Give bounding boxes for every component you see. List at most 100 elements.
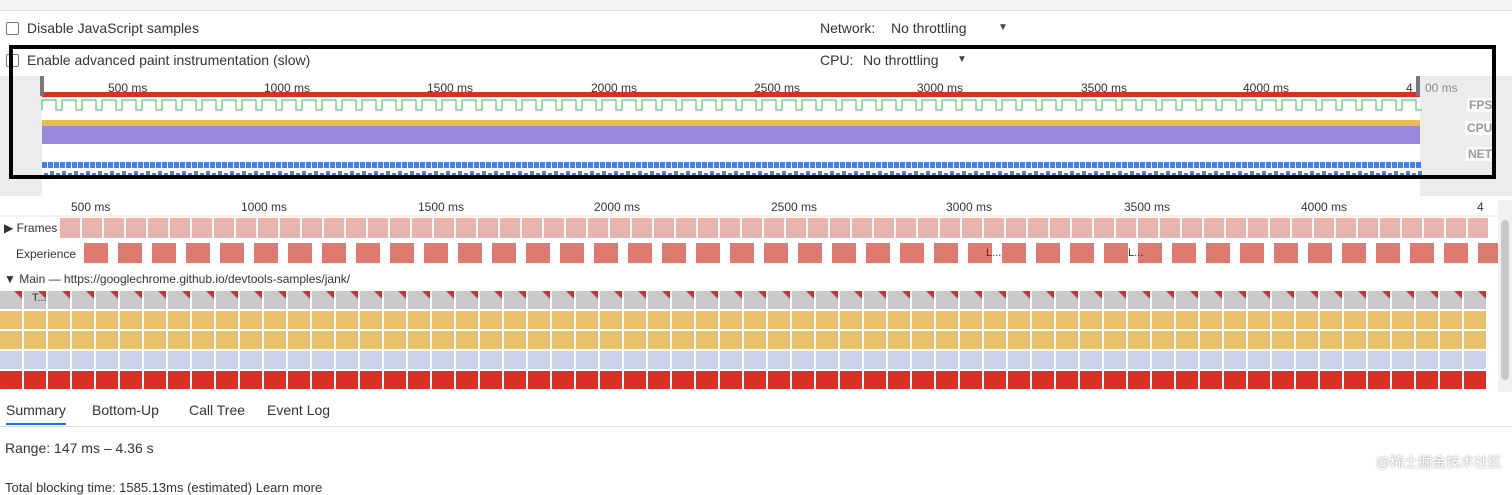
long-task-marker [1046,291,1054,299]
flame-block [24,351,46,369]
net-bar [140,173,144,178]
long-task-marker [926,291,934,299]
flame-block [1224,331,1246,349]
disable-js-samples-checkbox[interactable] [6,22,19,35]
net-bar [1304,173,1308,178]
net-bar [176,173,180,178]
experience-block [628,243,652,263]
flame-chart[interactable]: 500 ms 1000 ms 1500 ms 2000 ms 2500 ms 3… [0,196,1498,396]
tab-call-tree[interactable]: Call Tree [189,402,246,418]
flame-block [984,371,1006,389]
net-bar [720,162,725,168]
net-bar [134,171,138,176]
tab-bottom-up[interactable]: Bottom-Up [92,402,159,418]
experience-block [1444,243,1468,263]
cpu-caret-icon[interactable]: ▼ [957,54,967,65]
scrollbar-thumb[interactable] [1501,220,1509,380]
net-bar [1404,162,1409,168]
net-bar [126,162,131,168]
task-chip[interactable]: T... [32,292,47,304]
net-bar [938,171,942,176]
flame-block [96,351,118,369]
flame-block [648,371,670,389]
net-bar [1152,162,1157,168]
flame-block [264,351,286,369]
net-bar [638,171,642,176]
experience-chip-2[interactable]: L... [1128,247,1144,259]
flame-block [1200,311,1222,329]
net-bar [1254,162,1259,168]
flame-block [0,311,22,329]
long-task-marker [62,291,70,299]
net-bar [1110,162,1115,168]
frame-block [1402,218,1422,238]
tab-event-log[interactable]: Event Log [267,402,331,418]
flame-block [192,291,214,309]
net-bar [438,162,443,168]
net-bar [362,171,366,176]
tab-summary[interactable]: Summary [6,402,66,425]
net-bar [456,162,461,168]
frame-block [1028,218,1048,238]
flame-block [1032,311,1054,329]
net-bar [728,173,732,178]
long-task-marker [1094,291,1102,299]
net-bar [324,162,329,168]
net-bar [348,162,353,168]
timeline-overview[interactable]: 500 ms 1000 ms 1500 ms 2000 ms 2500 ms 3… [0,76,1512,196]
flame-block [72,311,94,329]
net-bar [242,171,246,176]
experience-block [866,243,890,263]
net-bar [770,171,774,176]
flame-block [1272,351,1294,369]
frames-expand-icon[interactable]: ▶ [4,221,14,235]
flame-block [1080,371,1102,389]
net-bar [264,162,269,168]
network-select[interactable]: No throttling [891,20,967,36]
net-bar [630,162,635,168]
net-bar [836,173,840,178]
net-bar [512,173,516,178]
net-bar [318,162,323,168]
flame-block [1320,311,1342,329]
advanced-paint-checkbox[interactable] [6,54,19,67]
flame-block [1200,331,1222,349]
long-task-marker [374,291,382,299]
net-bar [672,162,677,168]
flame-block [768,311,790,329]
flame-chart-scrollbar[interactable] [1498,200,1512,392]
overview-tick-2500: 2500 ms [754,81,801,95]
fps-label: FPS [1467,98,1495,112]
overview-tick-3500: 3500 ms [1081,81,1128,95]
net-bar [78,162,83,168]
frame-block [984,218,1004,238]
net-bar [660,162,665,168]
frames-track[interactable]: ▶ Frames [2,221,60,235]
experience-block [730,243,754,263]
frame-block [698,218,718,238]
net-bar [158,171,162,176]
net-bar [548,173,552,178]
net-bar [500,173,504,178]
net-bar [1098,162,1103,168]
overview-red-bar [42,92,1420,97]
net-bar [896,173,900,178]
net-bar [872,173,876,178]
flame-block [432,371,454,389]
net-bar [288,162,293,168]
frame-block [104,218,124,238]
net-bar [1316,173,1320,178]
flame-block [288,331,310,349]
net-bar [1238,171,1242,176]
net-bar [1196,173,1200,178]
flame-block [1032,371,1054,389]
cpu-select[interactable]: No throttling [863,52,939,68]
net-bar [384,162,389,168]
net-bar [120,162,125,168]
flame-block [360,291,382,309]
network-caret-icon[interactable]: ▼ [998,22,1008,33]
main-track[interactable]: ▼ Main — https://googlechrome.github.io/… [2,272,353,286]
main-collapse-icon[interactable]: ▼ [4,272,16,286]
experience-chip[interactable]: L... [986,247,1002,259]
net-bar [258,162,263,168]
